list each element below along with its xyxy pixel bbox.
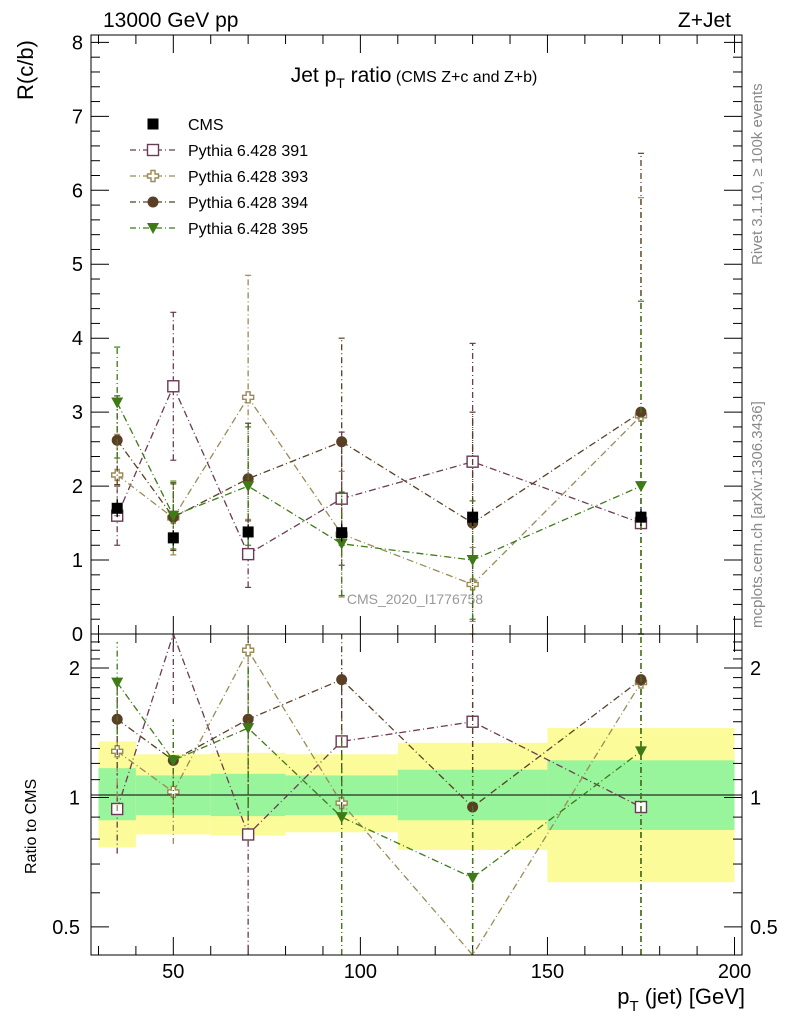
ratio-y-tick-label-right: 2 xyxy=(750,658,761,680)
ratio-series-line xyxy=(116,678,642,808)
main-y-tick-label: 5 xyxy=(72,254,83,276)
main-series xyxy=(110,152,648,635)
data-point xyxy=(336,527,348,539)
ratio-series xyxy=(110,632,648,957)
ratio-series-line xyxy=(116,682,642,879)
ratio-axis-ticks: 0.5 0.5 1 1 2 2 50 100 150 200 xyxy=(52,634,778,983)
header-right: Z+Jet xyxy=(678,9,731,32)
ratio-data-point xyxy=(335,812,348,824)
series-pythia-6-428-393 xyxy=(110,197,648,635)
legend-item: Pythia 6.428 395 xyxy=(130,221,308,238)
ratio-data-point xyxy=(241,828,255,841)
main-y-tick-label: 6 xyxy=(72,180,83,202)
x-axis-title: pT (jet) [GeV] xyxy=(617,984,745,1015)
data-point xyxy=(167,380,180,393)
main-y-ticks: 0 1 2 3 4 5 6 7 8 xyxy=(72,32,742,646)
data-point xyxy=(111,502,123,514)
main-panel: 0 1 2 3 4 5 6 7 8 CMS_2020_I1776758 Jet pT ratio… xyxy=(72,32,743,646)
main-y-tick-label: 2 xyxy=(72,476,83,498)
data-point xyxy=(111,397,124,409)
data-point xyxy=(635,511,647,523)
ratio-data-point xyxy=(242,723,255,735)
legend-marker xyxy=(147,223,159,234)
legend-item: CMS xyxy=(147,117,224,134)
mcplots-label: mcplots.cern.ch [arXiv:1306.3436] xyxy=(749,401,766,628)
legend-item: Pythia 6.428 391 xyxy=(130,143,308,160)
ratio-series-line xyxy=(116,648,642,957)
x-tick-label: 200 xyxy=(718,961,751,983)
series-line xyxy=(116,396,642,586)
series-line xyxy=(116,402,642,561)
watermark: CMS_2020_I1776758 xyxy=(347,591,483,607)
data-point xyxy=(242,481,255,493)
legend: CMS Pythia 6.428 391 Pythia 6.428 393 Pythi… xyxy=(130,117,308,238)
chart-title: Jet pT ratio (CMS Z+c and Z+b) xyxy=(291,64,538,91)
series-pythia-6-428-391 xyxy=(110,311,648,635)
main-y-tick-label: 3 xyxy=(72,402,83,424)
ratio-y-tick-label-right: 1 xyxy=(750,787,761,809)
legend-label: Pythia 6.428 391 xyxy=(188,143,308,160)
legend-marker xyxy=(147,196,159,208)
ratio-data-point xyxy=(167,755,180,767)
ratio-y-tick-label: 1 xyxy=(69,787,80,809)
data-point xyxy=(466,578,479,591)
ratio-series-pythia-6-428-395 xyxy=(111,634,647,955)
data-point xyxy=(241,391,255,404)
series-line xyxy=(116,411,642,524)
ratio-data-point xyxy=(634,746,647,758)
main-y-tick-label: 8 xyxy=(72,32,83,54)
legend-item: Pythia 6.428 393 xyxy=(130,169,308,186)
data-point xyxy=(466,555,479,567)
data-point xyxy=(241,547,255,561)
ratio-data-point xyxy=(167,785,180,799)
ratio-y-tick-label-right: 0.5 xyxy=(750,917,778,939)
ratio-panel: 0.5 0.5 1 1 2 2 50 100 150 200 xyxy=(52,632,778,983)
x-tick-label: 100 xyxy=(344,961,377,983)
series-cms xyxy=(111,499,647,546)
data-point xyxy=(242,526,254,538)
x-tick-label: 150 xyxy=(531,961,564,983)
data-point xyxy=(467,511,479,523)
data-point xyxy=(634,481,647,493)
ratio-data-point xyxy=(336,674,348,686)
data-point xyxy=(167,532,179,544)
data-point xyxy=(335,538,348,550)
legend-label: Pythia 6.428 393 xyxy=(188,169,308,186)
ratio-data-point xyxy=(242,713,254,725)
ratio-y-tick-label: 0.5 xyxy=(52,917,80,939)
main-y-tick-label: 1 xyxy=(72,550,83,572)
ratio-data-point xyxy=(241,644,255,657)
legend-marker xyxy=(146,143,160,157)
series-line xyxy=(116,384,642,556)
legend-label: Pythia 6.428 394 xyxy=(188,195,308,212)
main-ylabel: R(c/b) xyxy=(13,40,38,100)
ratio-series-line xyxy=(116,632,642,836)
main-y-tick-label: 0 xyxy=(72,624,83,646)
legend-marker xyxy=(146,169,160,183)
ratio-frame xyxy=(90,633,743,956)
x-tick-label: 50 xyxy=(162,961,184,983)
rivet-label: Rivet 3.1.10, ≥ 100k events xyxy=(749,83,766,265)
data-point xyxy=(336,436,348,448)
main-y-tick-label: 4 xyxy=(72,328,83,350)
main-y-tick-label: 7 xyxy=(72,106,83,128)
ratio-data-point xyxy=(466,872,479,884)
legend-label: Pythia 6.428 395 xyxy=(188,221,308,238)
legend-label: CMS xyxy=(188,117,224,134)
header-left: 13000 GeV pp xyxy=(103,9,238,32)
series-pythia-6-428-395 xyxy=(111,300,647,635)
data-point xyxy=(167,510,180,522)
ratio-data-point xyxy=(111,677,124,689)
legend-item: Pythia 6.428 394 xyxy=(130,195,308,212)
ratio-y-tick-label: 2 xyxy=(69,658,80,680)
legend-marker xyxy=(147,118,159,130)
ratio-ylabel: Ratio to CMS xyxy=(23,779,40,874)
